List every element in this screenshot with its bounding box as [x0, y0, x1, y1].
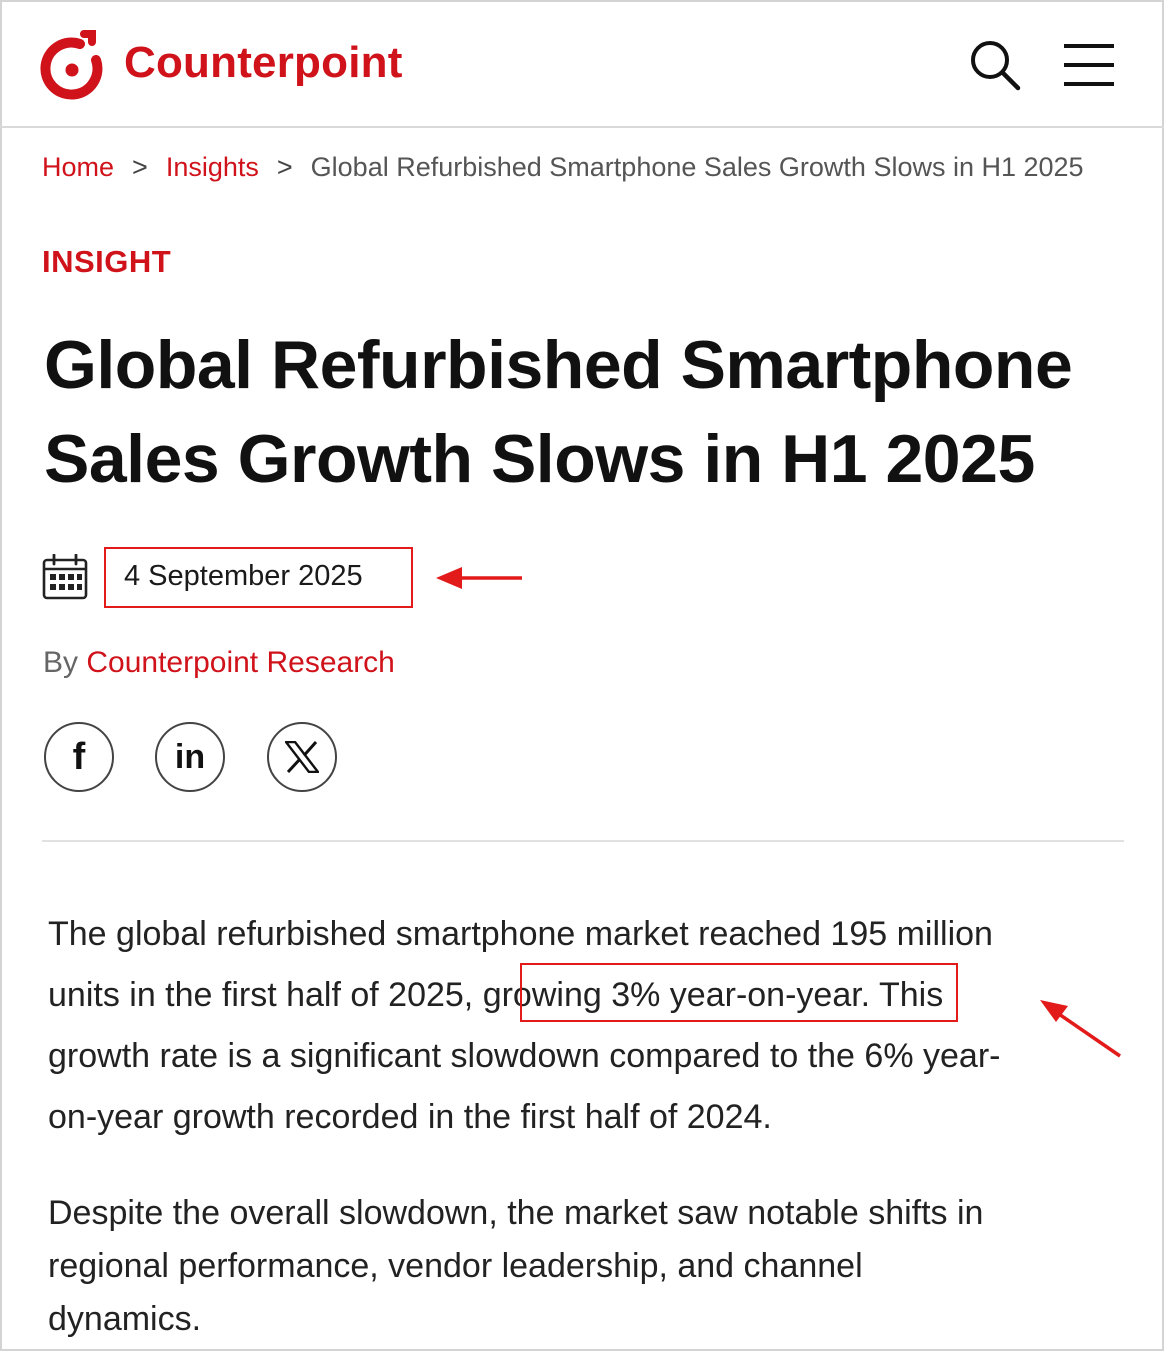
- breadcrumb-separator: >: [276, 152, 293, 182]
- breadcrumb-insights-link[interactable]: Insights: [165, 152, 259, 182]
- paragraph-line: Despite the overall slowdown, the market…: [48, 1194, 984, 1232]
- page-title: Global Refurbished Smartphone Sales Grow…: [44, 318, 1144, 506]
- article-paragraph-2: Despite the overall slowdown, the market…: [48, 1187, 1128, 1346]
- growth-annotation-box: [520, 963, 958, 1022]
- hamburger-menu-icon[interactable]: [1062, 40, 1116, 90]
- facebook-share-button[interactable]: f: [44, 722, 114, 792]
- article-paragraph-1: The global refurbished smartphone market…: [48, 904, 1128, 1148]
- annotation-arrow-diagonal-icon: [1040, 1000, 1121, 1058]
- x-logo-icon: [285, 741, 319, 773]
- publish-date: 4 September 2025: [124, 560, 363, 592]
- divider: [42, 840, 1124, 842]
- facebook-icon: f: [72, 735, 86, 778]
- paragraph-line: growth rate is a significant slowdown co…: [48, 1037, 1001, 1075]
- breadcrumb-separator: >: [132, 152, 148, 182]
- site-header: Counterpoint: [0, 0, 1164, 128]
- paragraph-line: on-year growth recorded in the first hal…: [48, 1098, 772, 1136]
- title-line-1: Global Refurbished Smartphone: [44, 327, 1073, 403]
- x-share-button[interactable]: [267, 722, 337, 792]
- paragraph-line: dynamics.: [48, 1300, 202, 1338]
- paragraph-line: The global refurbished smartphone market…: [48, 915, 993, 953]
- author-link[interactable]: Counterpoint Research: [86, 646, 395, 679]
- breadcrumb-home-link[interactable]: Home: [42, 152, 115, 182]
- breadcrumb-current: Global Refurbished Smartphone Sales Grow…: [310, 152, 1084, 182]
- annotation-arrow-left-icon: [436, 567, 522, 589]
- highlighted-text: growing 3% year-on-year.: [482, 976, 871, 1014]
- linkedin-icon: in: [174, 737, 206, 776]
- paragraph-line: This: [878, 976, 944, 1014]
- paragraph-line: regional performance, vendor leadership,…: [48, 1247, 863, 1285]
- counterpoint-logo-icon[interactable]: [40, 30, 104, 100]
- linkedin-share-button[interactable]: in: [155, 722, 225, 792]
- date-annotation-box: [104, 547, 413, 608]
- byline-prefix: By: [43, 646, 79, 679]
- breadcrumb: Home > Insights > Global Refurbished Smartph…: [42, 152, 1084, 183]
- brand-name[interactable]: Counterpoint: [124, 38, 403, 87]
- category-label[interactable]: INSIGHT: [42, 244, 172, 279]
- paragraph-line: units in the first half of 2025,: [48, 976, 474, 1014]
- title-line-2: Sales Growth Slows in H1 2025: [44, 421, 1035, 497]
- byline: By Counterpoint Research: [43, 646, 395, 680]
- search-icon[interactable]: [968, 38, 1022, 92]
- calendar-icon: [42, 554, 88, 600]
